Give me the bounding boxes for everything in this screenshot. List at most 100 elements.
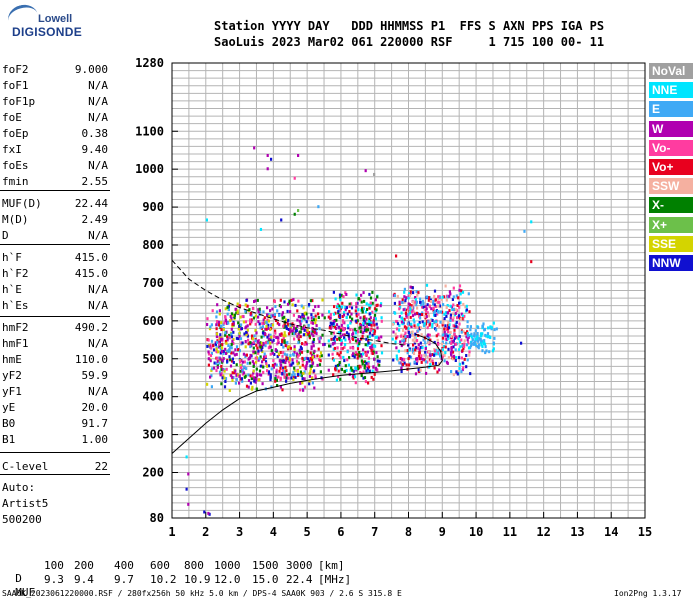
echo-point	[301, 313, 304, 317]
echo-point	[285, 357, 288, 361]
echo-point	[235, 377, 238, 381]
echo-point	[484, 333, 487, 337]
echo-point	[288, 330, 292, 334]
echo-point	[301, 377, 304, 381]
echo-point	[425, 283, 429, 287]
echo-point	[416, 359, 419, 363]
echo-point	[428, 333, 431, 337]
echo-point	[473, 332, 476, 336]
echo-point	[414, 300, 417, 304]
echo-point	[241, 360, 245, 364]
echo-point	[356, 341, 359, 345]
echo-point	[259, 310, 262, 314]
echo-point	[276, 384, 279, 387]
echo-point	[431, 325, 434, 329]
param-value: 110.0	[74, 353, 108, 366]
echo-point	[249, 322, 252, 326]
echo-point	[237, 321, 240, 325]
echo-point	[207, 350, 210, 354]
echo-point	[356, 301, 359, 305]
echo-point	[246, 328, 249, 332]
echo-point	[412, 343, 415, 347]
param-label: foE	[2, 111, 22, 124]
echo-point	[380, 319, 383, 323]
echo-point	[303, 370, 306, 374]
echo-point	[231, 376, 234, 379]
echo-point	[275, 336, 278, 339]
echo-point	[380, 351, 384, 355]
echo-point	[267, 323, 270, 327]
echo-point	[270, 335, 273, 339]
echo-point	[458, 305, 461, 309]
echo-point	[281, 311, 284, 315]
echo-point	[359, 298, 362, 302]
echo-point	[233, 313, 236, 317]
echo-point	[413, 310, 416, 314]
echo-point	[360, 337, 363, 341]
echo-point	[284, 318, 287, 322]
echo-point	[404, 349, 407, 353]
echo-point	[455, 356, 458, 359]
echo-point	[293, 366, 296, 370]
echo-point	[249, 353, 252, 357]
echo-point	[338, 307, 341, 311]
echo-point	[427, 298, 430, 302]
echo-point	[214, 341, 217, 345]
legend-item: NNW	[649, 255, 693, 271]
echo-point	[441, 310, 444, 314]
param-row: foF1 N/A	[2, 79, 108, 93]
echo-point	[487, 335, 490, 339]
echo-point	[466, 330, 469, 334]
echo-point	[294, 375, 297, 379]
param-value: 415.0	[74, 267, 108, 280]
echo-point	[296, 309, 299, 313]
echo-point	[345, 293, 348, 296]
echo-point	[482, 342, 485, 345]
echo-point	[246, 361, 249, 365]
echo-point	[229, 314, 232, 318]
echo-point	[423, 314, 426, 318]
echo-point	[417, 368, 420, 372]
echo-point	[351, 317, 354, 321]
echo-point	[340, 367, 343, 371]
echo-point	[280, 218, 283, 222]
echo-point	[445, 298, 448, 302]
param-value: N/A	[88, 229, 108, 242]
echo-point	[315, 324, 318, 328]
param-label: B0	[2, 417, 16, 430]
echo-point	[368, 292, 371, 296]
distance-value: 1000	[214, 559, 241, 572]
param-row: D N/A	[2, 229, 108, 243]
echo-point	[217, 320, 221, 324]
echo-point	[210, 385, 213, 389]
echo-point	[469, 372, 472, 376]
echo-point	[413, 341, 416, 345]
echo-point	[292, 375, 296, 379]
echo-point	[231, 322, 234, 326]
echo-point	[351, 374, 354, 378]
echo-point	[376, 355, 379, 359]
echo-point	[420, 333, 423, 337]
echo-point	[523, 229, 526, 233]
echo-point	[244, 320, 248, 324]
echo-point	[444, 324, 447, 328]
echo-point	[460, 338, 463, 342]
echo-point	[331, 352, 334, 356]
echo-point	[293, 345, 296, 349]
echo-point	[413, 324, 416, 328]
echo-point	[406, 349, 409, 352]
echo-point	[314, 321, 317, 325]
echo-point	[409, 305, 412, 309]
echo-point	[254, 299, 257, 303]
echo-point	[258, 373, 261, 377]
echo-point	[303, 328, 306, 332]
echo-point	[240, 327, 243, 331]
echo-point	[332, 321, 335, 325]
param-label: foEs	[2, 159, 29, 172]
echo-point	[361, 308, 364, 312]
echo-point	[283, 334, 286, 337]
echo-point	[286, 302, 290, 306]
echo-point	[227, 301, 231, 305]
echo-point	[220, 321, 223, 325]
echo-point	[323, 316, 326, 320]
